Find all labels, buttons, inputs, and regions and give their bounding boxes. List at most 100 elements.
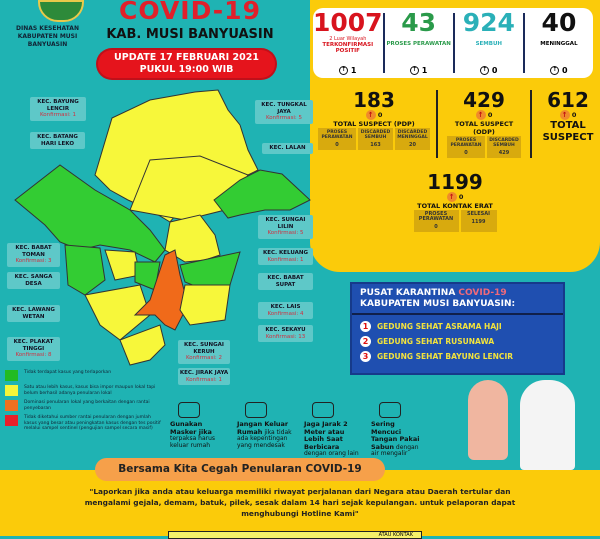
district-name: KEC. BABAT TOMAN bbox=[15, 245, 52, 258]
arrow-up-icon: ↑ bbox=[559, 110, 570, 120]
map-legend: Tidak terdapat kasus yang terlaporkan Sa… bbox=[5, 370, 165, 436]
map-label: KEC. SUNGAI LILIN Konfirmasi: 5 bbox=[258, 215, 313, 239]
district-confirmed: Konfirmasi: 1 bbox=[185, 376, 223, 383]
arrow-up-icon: ↑ bbox=[409, 66, 419, 75]
pdp-value: 183 bbox=[353, 88, 395, 112]
handwash-icon bbox=[379, 402, 401, 418]
stat-delta: 0 bbox=[491, 66, 498, 75]
page-title: COVID-19 bbox=[119, 0, 261, 25]
quarantine-item: 3 GEDUNG SEHAT BAYUNG LENCIR bbox=[352, 349, 563, 364]
district-confirmed: Konfirmasi: 1 bbox=[39, 112, 77, 118]
map-label: KEC. SEKAYU Konfirmasi: 13 bbox=[258, 325, 313, 342]
legend-item: Tidak terdapat kasus yang terlaporkan bbox=[5, 370, 165, 381]
kontak-block: 1199 ↑ 0 TOTAL KONTAK ERAT PROSES PERAWA… bbox=[400, 172, 510, 232]
pdp-label: TOTAL SUSPECT (PDP) bbox=[333, 120, 415, 128]
district-confirmed: Konfirmasi: 8 bbox=[15, 352, 52, 358]
region-sekayu bbox=[133, 249, 189, 331]
prevention-tips: Gunakan Masker jika terpaksa harus kelua… bbox=[170, 402, 426, 458]
map-label: KEC. PLAKAT TINGGI Konfirmasi: 8 bbox=[7, 337, 60, 361]
stat-deaths: 40 MENINGGAL ↑ 0 bbox=[525, 8, 593, 75]
map-label: KEC. BABAT SUPAT bbox=[258, 273, 313, 290]
tip-mask: Gunakan Masker jika terpaksa harus kelua… bbox=[170, 402, 225, 458]
district-name: KEC. PLAKAT TINGGI bbox=[13, 339, 54, 352]
stat-value: 40 bbox=[541, 8, 577, 37]
distance-icon bbox=[312, 402, 334, 418]
region-lalan bbox=[213, 169, 311, 219]
district-name: KEC. SANGA DESA bbox=[14, 274, 53, 287]
stat-note: 2 Luar Wilayah bbox=[329, 36, 367, 42]
total-suspect-delta: 0 bbox=[571, 111, 577, 119]
stat-value: 43 bbox=[401, 8, 437, 37]
map-label: KEC. BATANG HARI LEKO bbox=[30, 132, 85, 149]
pdp-delta: 0 bbox=[377, 111, 383, 119]
legend-item: Satu atau lebih kasus, kasus bisa impor … bbox=[5, 385, 165, 396]
region-lais bbox=[179, 284, 231, 326]
total-suspect-value: 612 bbox=[547, 88, 589, 112]
legend-item: Dominasi penularan lokal yang berkaitan … bbox=[5, 400, 165, 411]
tip-stay-home: Jangan Keluar Rumah jika tidak ada kepen… bbox=[237, 402, 292, 458]
map-label: KEC. SUNGAI KERUH Konfirmasi: 2 bbox=[178, 340, 230, 364]
district-name: KEC. SEKAYU bbox=[265, 327, 306, 333]
quarantine-item: 2 GEDUNG SEHAT RUSUNAWA bbox=[352, 334, 563, 349]
district-name: KEC. LAWANG WETAN bbox=[12, 307, 55, 320]
map-label: KEC. LALAN bbox=[262, 143, 313, 154]
district-name: KEC. JIRAK JAYA bbox=[179, 370, 229, 376]
stat-recovered: 924 SEMBUH ↑ 0 bbox=[455, 10, 525, 75]
kontak-value: 1199 bbox=[427, 170, 483, 194]
pdp-item: DISCARDED SEMBUH 163 bbox=[358, 128, 393, 150]
region-sanga-desa bbox=[64, 244, 106, 296]
stat-treatment: 43 PROSES PERAWATAN ↑ 1 bbox=[385, 8, 455, 75]
kontak-delta: 0 bbox=[458, 193, 464, 201]
stat-confirmed: 1007 2 Luar Wilayah TERKONFIRMASI POSITIF ↑… bbox=[313, 8, 385, 75]
district-name: KEC. BATANG HARI LEKO bbox=[37, 134, 78, 147]
region-plakat-tinggi bbox=[84, 284, 151, 341]
map-label: KEC. BAYUNG LENCIR Konfirmasi: 1 bbox=[30, 97, 86, 121]
stat-delta: 1 bbox=[421, 66, 428, 75]
district-name: KEC. SUNGAI LILIN bbox=[265, 217, 306, 230]
kontak-item: PROSES PERAWATAN 0 bbox=[413, 210, 459, 232]
arrow-up-icon: ↑ bbox=[339, 66, 349, 75]
doctor-illustration bbox=[520, 380, 575, 470]
quarantine-box: PUSAT KARANTINA COVID-19 KABUPATEN MUSI B… bbox=[350, 282, 565, 375]
odp-item: PROSES PERAWATAN 0 bbox=[447, 136, 485, 158]
pdp-item: PROSES PERAWATAN 0 bbox=[318, 128, 356, 150]
stat-delta: 0 bbox=[562, 66, 568, 75]
tip-distance: Jaga Jarak 2 Meter atau Lebih Saat Berbi… bbox=[304, 402, 359, 458]
district-map bbox=[14, 89, 311, 366]
district-confirmed: Konfirmasi: 1 bbox=[267, 256, 304, 263]
district-name: KEC. SUNGAI KERUH bbox=[184, 342, 224, 355]
district-confirmed: Konfirmasi: 5 bbox=[267, 230, 304, 236]
district-name: KEC. KELUANG bbox=[262, 250, 309, 256]
stat-label: SEMBUH bbox=[475, 41, 503, 47]
district-confirmed: Konfirmasi: 13 bbox=[265, 333, 306, 340]
odp-value: 429 bbox=[463, 88, 505, 112]
pdp-item: DISCARDED MENINGGAL 20 bbox=[395, 128, 430, 150]
district-confirmed: Konfirmasi: 3 bbox=[15, 258, 52, 264]
footer-band bbox=[0, 470, 600, 536]
map-label: KEC. LAWANG WETAN bbox=[7, 305, 60, 322]
update-time: PUKUL 19:00 WIB bbox=[139, 64, 234, 75]
patient-illustration bbox=[468, 380, 508, 460]
district-name: KEC. BAYUNG LENCIR bbox=[37, 99, 79, 112]
pdp-block: 183 ↑ 0 TOTAL SUSPECT (PDP) PROSES PERAW… bbox=[318, 90, 430, 158]
agency-name: DINAS KESEHATAN KABUPATEN MUSI BANYUASIN bbox=[16, 25, 79, 48]
stat-value: 1007 bbox=[313, 8, 383, 37]
summary-card: 1007 2 Luar Wilayah TERKONFIRMASI POSITIF ↑… bbox=[313, 8, 593, 78]
mask-icon bbox=[178, 402, 200, 418]
slogan: Bersama Kita Cegah Penularan COVID-19 bbox=[95, 458, 385, 481]
kontak-label: TOTAL KONTAK ERAT bbox=[417, 202, 493, 210]
map-label: KEC. TUNGKAL JAYA Konfirmasi: 5 bbox=[255, 100, 313, 124]
tip-handwash: Sering Mencuci Tangan Pakai Sabun dengan… bbox=[371, 402, 426, 458]
odp-label: TOTAL SUSPECT (ODP) bbox=[454, 120, 514, 136]
district-confirmed: Konfirmasi: 2 bbox=[185, 355, 223, 361]
total-suspect-block: 612 ↑ 0 TOTAL SUSPECT bbox=[538, 90, 598, 158]
map-label: KEC. BABAT TOMAN Konfirmasi: 3 bbox=[7, 243, 60, 267]
arrow-up-icon: ↑ bbox=[446, 192, 457, 202]
map-label: KEC. KELUANG Konfirmasi: 1 bbox=[258, 248, 313, 265]
hotline-box: ATAU KONTAK bbox=[168, 531, 422, 539]
region-sungai-keruh bbox=[119, 324, 166, 366]
odp-delta: 0 bbox=[487, 111, 493, 119]
stat-label: PROSES PERAWATAN bbox=[386, 41, 451, 47]
arrow-up-icon: ↑ bbox=[480, 66, 490, 75]
stat-label: TERKONFIRMASI POSITIF bbox=[322, 42, 374, 54]
